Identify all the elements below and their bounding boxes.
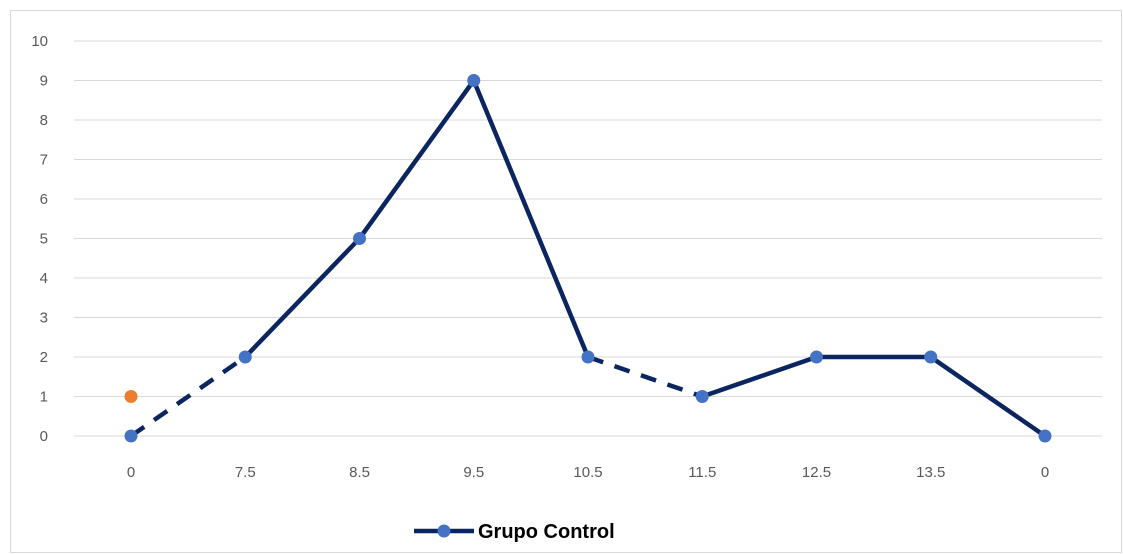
y-tick-label: 8 [40,112,48,129]
line-segment [243,236,362,360]
legend: Grupo Control [414,521,615,543]
y-tick-label: 5 [40,231,48,248]
x-tick-label: 7.5 [235,464,256,481]
y-tick-label: 0 [40,428,48,445]
x-tick-label: 0 [1041,464,1049,481]
data-point [1038,429,1052,443]
line-segment [471,78,591,360]
data-point [581,350,595,364]
line-segment-dashed [129,355,247,438]
x-tick-label: 0 [127,464,135,481]
chart-frame [10,10,1122,553]
legend-marker-swatch [437,524,451,538]
data-point [353,232,366,245]
line-segment [700,354,819,399]
data-point [467,74,481,87]
data-point [124,429,138,443]
x-tick-label: 12.5 [802,464,831,481]
x-axis-tick-labels: 0 7.5 8.5 9.5 10.5 11.5 12.5 13.5 0 [127,464,1049,481]
line-segment [928,354,1048,439]
data-point [695,390,709,403]
gridlines [74,40,1102,437]
y-tick-label: 10 [31,33,48,50]
line-segment-dashed [587,354,703,399]
x-tick-label: 10.5 [573,464,602,481]
x-tick-label: 11.5 [688,464,716,481]
y-tick-label: 3 [40,310,48,327]
legend-label: Grupo Control [478,521,615,543]
x-tick-label: 13.5 [916,464,945,481]
y-tick-label: 7 [40,152,48,169]
line-segment [357,78,476,241]
y-tick-label: 6 [40,191,48,208]
y-tick-label: 2 [40,349,48,366]
extra-data-point [124,390,138,403]
data-point [924,350,938,364]
series-line [129,78,1048,439]
x-tick-label: 8.5 [349,464,370,481]
y-tick-label: 4 [40,270,48,287]
data-point [238,350,252,364]
x-tick-label: 9.5 [463,464,484,481]
data-point [810,350,823,364]
series-points [124,74,1052,443]
y-tick-label: 9 [40,73,48,90]
y-axis-tick-labels: 0 1 2 3 4 5 6 7 8 9 10 [31,33,48,445]
y-tick-label: 1 [40,389,48,406]
